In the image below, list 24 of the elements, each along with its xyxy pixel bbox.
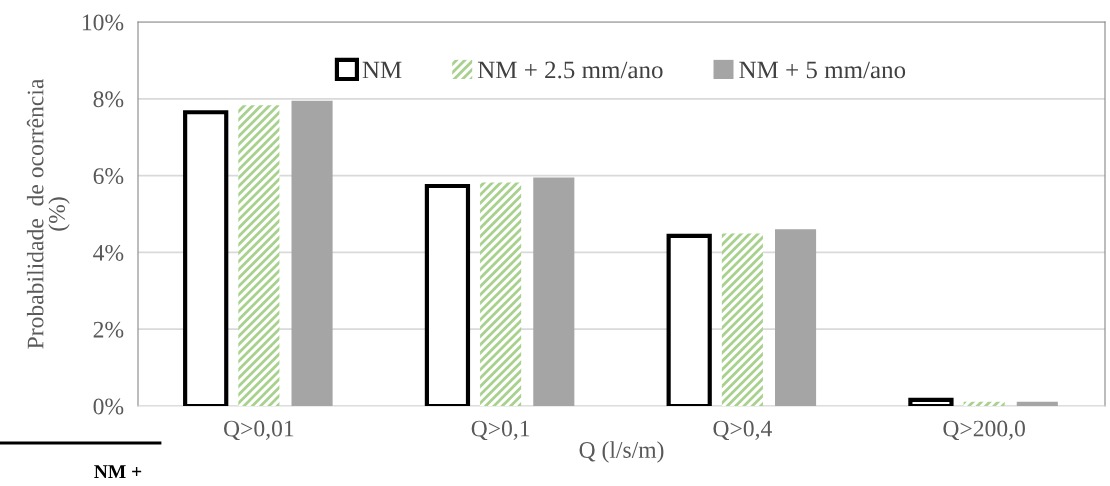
x-tick-label: Q>0,4 [713,420,772,441]
bar [775,229,817,406]
bar [291,100,333,406]
bar [963,401,1005,406]
y-tick-label: 0% [93,398,124,415]
x-tick-label: Q>0,1 [471,420,530,441]
y-tick-label: 8% [93,91,124,108]
bar [238,105,280,406]
y-tick-label: 4% [93,244,124,261]
bar [721,233,763,406]
y-tick-label: 10% [82,14,124,31]
text: NM + [94,465,142,478]
legend-label: NM + 2.5 mm/ano [477,61,663,79]
bar [480,182,522,406]
y-axis-title: Probabilidade de ocorrência (%) [26,78,70,349]
x-tick-label: Q>200,0 [943,420,1025,441]
bar [533,177,575,406]
bar [1016,401,1058,406]
legend-label: NM + 5 mm/ano [739,61,906,79]
x-axis-title: Q (l/s/m) [579,441,664,463]
y-tick-label: 2% [93,321,124,338]
legend-label: NM [362,61,402,79]
x-tick-label: Q>0,01 [224,420,294,441]
y-tick-label: 6% [93,168,124,185]
